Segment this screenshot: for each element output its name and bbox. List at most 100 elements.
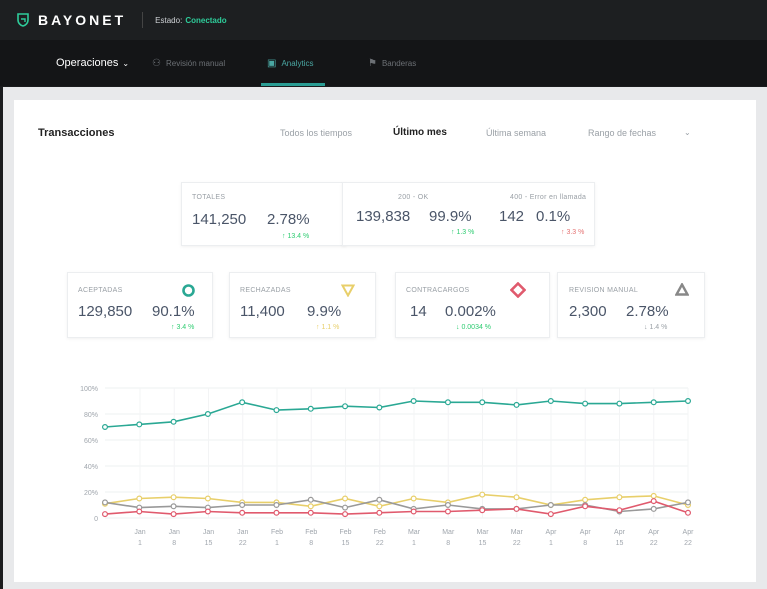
series-point bbox=[170, 511, 177, 518]
totals-delta: ↑ 13.4 % bbox=[282, 233, 310, 240]
nav-operaciones[interactable]: Operaciones ⌄ bbox=[56, 40, 129, 86]
chevron-down-icon: ⌄ bbox=[122, 58, 130, 68]
x-tick-label-month: Apr bbox=[580, 529, 592, 536]
triangle-up-icon bbox=[675, 283, 689, 296]
series-point bbox=[204, 495, 211, 502]
status-label: Estado: bbox=[155, 15, 183, 25]
series-point bbox=[582, 503, 589, 510]
nav-analytics[interactable]: ▣ Analytics bbox=[267, 40, 313, 86]
y-tick-label: 40% bbox=[84, 464, 98, 471]
transactions-line-chart: 100% 80% 60% 40% 20% 0 Jan 1 Jan 8 Jan 15 Jan 22 Feb 1 F… bbox=[80, 386, 695, 547]
x-tick-label-day: 1 bbox=[412, 540, 416, 547]
x-tick-label-day: 15 bbox=[616, 540, 624, 547]
y-tick-label: 20% bbox=[84, 490, 98, 497]
x-tick-label-month: Apr bbox=[683, 529, 695, 536]
series-point bbox=[479, 491, 486, 498]
x-tick-label-month: Mar bbox=[408, 529, 421, 536]
series-point bbox=[376, 496, 383, 503]
series-point bbox=[136, 421, 143, 428]
chevron-down-icon[interactable]: ⌄ bbox=[684, 128, 691, 137]
series-point bbox=[239, 399, 246, 406]
series-point bbox=[342, 403, 349, 410]
series-point bbox=[582, 400, 589, 407]
series-point bbox=[239, 501, 246, 508]
series-point bbox=[102, 499, 109, 506]
category-delta: ↑ 3.4 % bbox=[171, 324, 195, 331]
series-point bbox=[342, 495, 349, 502]
series-line-0 bbox=[104, 400, 689, 428]
x-tick-label-day: 22 bbox=[376, 540, 384, 547]
header-divider bbox=[142, 12, 144, 28]
series-point bbox=[547, 511, 554, 518]
x-tick-label-month: Jan bbox=[237, 529, 248, 536]
x-tick-label-day: 8 bbox=[309, 540, 313, 547]
series-point bbox=[136, 508, 143, 515]
x-tick-label-month: Feb bbox=[374, 529, 386, 536]
error-label: 400 - Error en llamada bbox=[510, 194, 587, 201]
totals-card: TOTALES 141,250 2.78% ↑ 13.4 % bbox=[181, 182, 346, 246]
x-tick-label-month: Mar bbox=[476, 529, 489, 536]
series-point bbox=[513, 401, 520, 408]
error-delta: ↑ 3.3 % bbox=[561, 229, 585, 236]
series-point bbox=[307, 503, 314, 510]
category-label: REVISION MANUAL bbox=[569, 287, 639, 294]
x-tick-label-month: Apr bbox=[614, 529, 626, 536]
series-point bbox=[102, 423, 109, 430]
x-tick-label-day: 8 bbox=[583, 540, 587, 547]
x-tick-label-day: 22 bbox=[684, 540, 692, 547]
category-card-revision-manual: REVISION MANUAL 2,300 2.78% ↓ 1.4 % bbox=[557, 272, 705, 338]
y-tick-label: 60% bbox=[84, 438, 98, 445]
series-line-2 bbox=[104, 498, 689, 513]
filter-ultimo-mes[interactable]: Último mes bbox=[393, 127, 447, 138]
category-label: RECHAZADAS bbox=[240, 287, 291, 294]
series-point bbox=[376, 503, 383, 510]
x-tick-label-month: Jan bbox=[169, 529, 180, 536]
x-tick-label-day: 22 bbox=[513, 540, 521, 547]
x-tick-label-day: 8 bbox=[446, 540, 450, 547]
triangle-down-icon bbox=[341, 284, 355, 297]
x-tick-label-day: 8 bbox=[172, 540, 176, 547]
nav-revision-manual[interactable]: ⚇ Revisión manual bbox=[152, 40, 225, 86]
category-label: ACEPTADAS bbox=[78, 287, 123, 294]
series-point bbox=[410, 495, 417, 502]
brand-name: BAYONET bbox=[38, 12, 127, 28]
nav-analytics-label: Analytics bbox=[281, 58, 314, 68]
series-point bbox=[684, 509, 691, 516]
series-point bbox=[616, 507, 623, 514]
series-line-3 bbox=[104, 500, 689, 515]
series-point bbox=[102, 511, 109, 518]
x-tick-label-month: Mar bbox=[442, 529, 455, 536]
totals-count: 141,250 bbox=[192, 211, 247, 228]
y-tick-label: 100% bbox=[80, 386, 98, 393]
series-line-1 bbox=[104, 493, 689, 508]
x-tick-label-day: 15 bbox=[479, 540, 487, 547]
x-tick-label-month: Feb bbox=[305, 529, 317, 536]
nav-banderas[interactable]: ⚑ Banderas bbox=[368, 40, 416, 86]
filter-ultima-semana[interactable]: Última semana bbox=[486, 128, 547, 138]
series-point bbox=[170, 494, 177, 501]
series-point bbox=[170, 418, 177, 425]
page-title: Transacciones bbox=[38, 127, 115, 139]
filter-todos-los-tiempos[interactable]: Todos los tiempos bbox=[280, 128, 353, 138]
x-tick-label-day: 1 bbox=[275, 540, 279, 547]
chart-icon: ▣ bbox=[267, 57, 277, 69]
series-point bbox=[444, 501, 451, 508]
series-point bbox=[684, 398, 691, 405]
series-point bbox=[650, 399, 657, 406]
series-point bbox=[342, 504, 349, 511]
filter-rango-de-fechas[interactable]: Rango de fechas bbox=[588, 128, 657, 138]
series-point bbox=[307, 496, 314, 503]
series-point bbox=[547, 398, 554, 405]
series-point bbox=[410, 398, 417, 405]
totals-label: TOTALES bbox=[192, 194, 226, 201]
top-bar: BAYONET Estado: Conectado bbox=[0, 0, 767, 40]
series-point bbox=[273, 407, 280, 414]
series-point bbox=[616, 494, 623, 501]
series-point bbox=[444, 508, 451, 515]
series-point bbox=[650, 492, 657, 499]
series-point bbox=[273, 509, 280, 516]
series-point bbox=[307, 509, 314, 516]
category-delta: ↓ 1.4 % bbox=[644, 324, 668, 331]
series-point bbox=[376, 404, 383, 411]
active-tab-indicator bbox=[261, 83, 325, 86]
